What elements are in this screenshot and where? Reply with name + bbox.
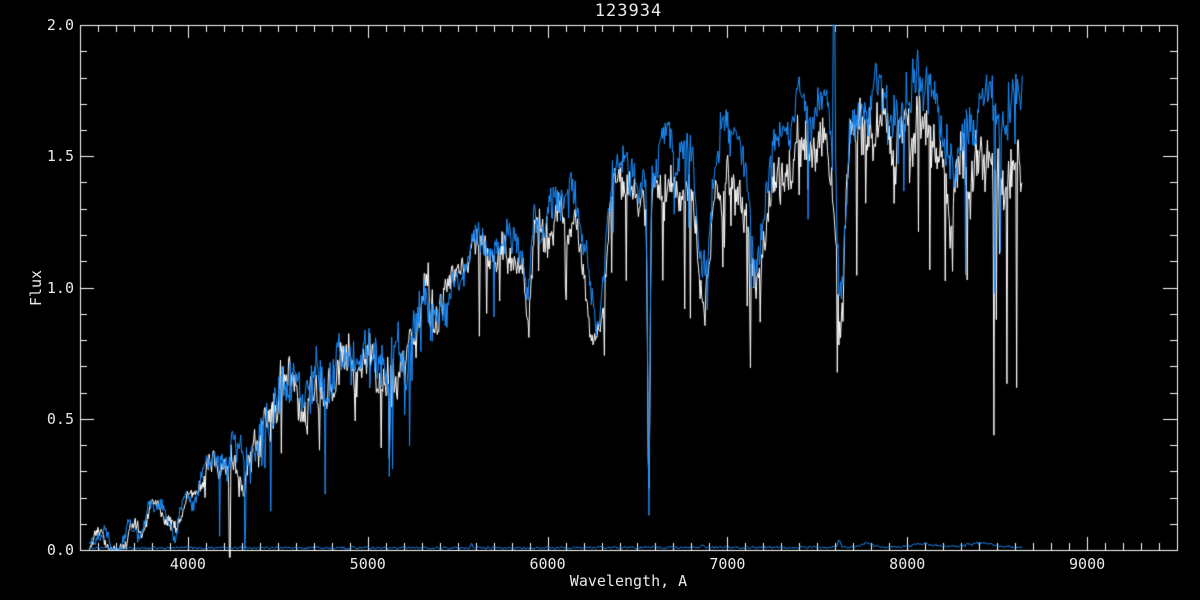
x-axis-label: Wavelength, A (569, 572, 688, 590)
y-tick-label: 2.0 (46, 16, 74, 34)
y-tick-label: 0.0 (46, 541, 74, 559)
x-tick-label: 7000 (709, 555, 746, 573)
x-tick-label: 4000 (169, 555, 206, 573)
y-tick-label: 0.5 (46, 409, 74, 428)
x-tick-label: 6000 (529, 555, 566, 573)
x-tick-label: 8000 (889, 555, 926, 573)
plot-title: 123934 (594, 1, 663, 21)
y-tick-label: 1.0 (46, 278, 74, 297)
x-tick-label: 9000 (1069, 555, 1106, 573)
y-tick-label: 1.5 (46, 147, 74, 166)
x-tick-label: 5000 (349, 555, 386, 573)
